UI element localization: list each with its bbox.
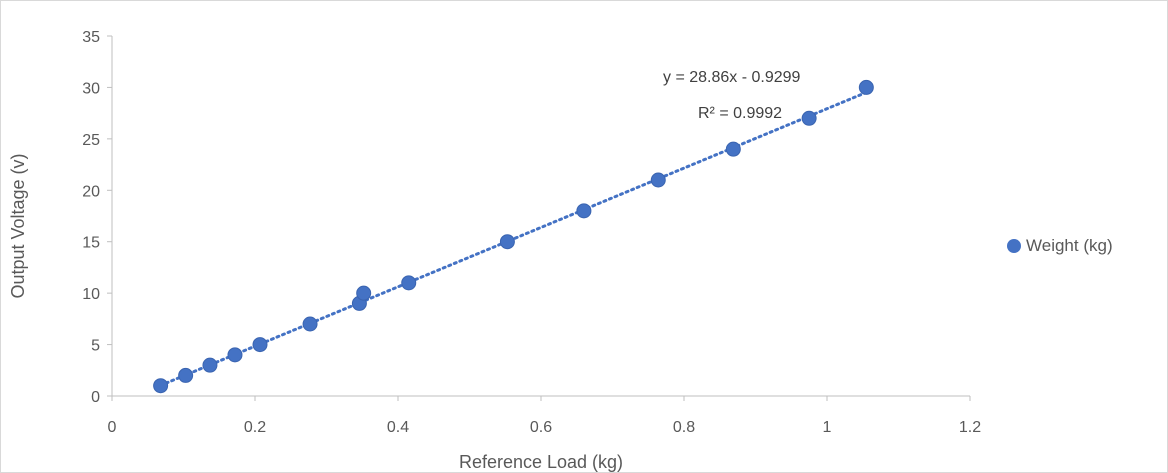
y-axis-title: Output Voltage (v) <box>8 153 28 298</box>
data-point <box>252 337 268 353</box>
data-points <box>153 79 874 394</box>
x-axis-title: Reference Load (kg) <box>459 452 623 472</box>
trendline-equation: y = 28.86x - 0.9299 <box>663 69 801 86</box>
x-tick-label: 0.2 <box>244 419 266 436</box>
y-tick-label: 20 <box>82 183 100 200</box>
legend-marker-icon <box>1007 239 1021 253</box>
trendline <box>159 90 868 387</box>
data-point <box>356 285 372 301</box>
data-point <box>576 203 592 219</box>
x-tick-label: 0.8 <box>673 419 695 436</box>
x-tick-label: 1.2 <box>959 419 981 436</box>
legend-label: Weight (kg) <box>1026 236 1113 255</box>
trendline-r-squared: R² = 0.9992 <box>698 105 782 122</box>
legend: Weight (kg) <box>1007 236 1113 256</box>
data-point <box>650 172 666 188</box>
y-tick-label: 15 <box>82 235 100 252</box>
x-axis-ticks: 0 0.2 0.4 0.6 0.8 1 1.2 <box>108 396 981 436</box>
y-tick-label: 0 <box>91 389 100 406</box>
data-point <box>227 347 243 363</box>
x-tick-label: 0.4 <box>387 419 409 436</box>
y-tick-label: 5 <box>91 338 100 355</box>
data-point <box>858 79 874 95</box>
data-point <box>499 234 515 250</box>
y-tick-label: 35 <box>82 29 100 46</box>
data-point <box>725 141 741 157</box>
y-tick-label: 25 <box>82 132 100 149</box>
data-point <box>202 357 218 373</box>
x-tick-label: 0.6 <box>530 419 552 436</box>
x-tick-label: 0 <box>108 419 117 436</box>
data-point <box>153 378 169 394</box>
y-tick-label: 30 <box>82 80 100 97</box>
x-tick-label: 1 <box>823 419 832 436</box>
y-tick-label: 10 <box>82 286 100 303</box>
data-point <box>401 275 417 291</box>
y-axis-ticks: 0 5 10 15 20 25 30 35 <box>82 29 112 406</box>
data-point <box>302 316 318 332</box>
data-point <box>178 367 194 383</box>
data-point <box>801 110 817 126</box>
